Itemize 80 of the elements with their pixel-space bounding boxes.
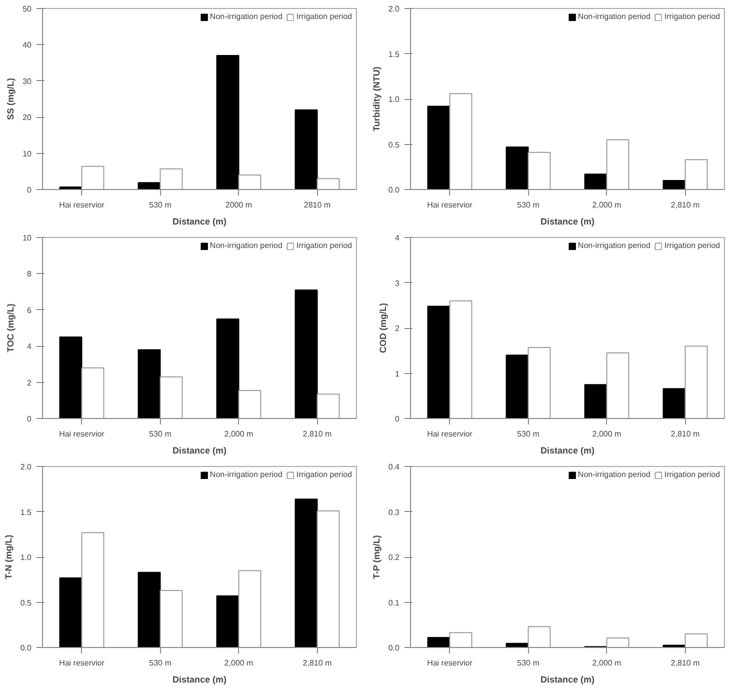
y-tick-label: 0.4 <box>388 462 400 472</box>
y-axis-title: SS (mg/L) <box>6 78 16 120</box>
x-tick-label: 530 m <box>517 658 540 668</box>
y-axis-title: T-N (mg/L) <box>3 534 14 580</box>
legend-label: Irrigation period <box>296 241 352 250</box>
y-tick-label: 0.1 <box>388 598 400 608</box>
x-tick-label: 2,000 m <box>592 658 622 668</box>
x-tick-label: Hai reservior <box>59 430 105 438</box>
legend-label: Irrigation period <box>296 12 352 21</box>
x-tick-label: 530 m <box>149 430 172 438</box>
y-tick-label: 8 <box>27 270 32 279</box>
y-tick-label: 0.0 <box>388 644 400 652</box>
legend-label: Irrigation period <box>664 12 720 21</box>
x-tick-label: 2,000 m <box>592 200 622 210</box>
y-tick-label: 4 <box>27 342 32 352</box>
x-tick-label: 2,810 m <box>670 658 700 668</box>
y-tick-label: 0.3 <box>388 508 400 517</box>
x-tick-label: Hai reservior <box>427 200 473 210</box>
y-tick-label: 1 <box>395 369 400 378</box>
y-tick-label: 1.5 <box>388 50 400 59</box>
y-axis-title: T-P (mg/L) <box>371 535 382 579</box>
x-axis-title: Distance (m) <box>172 216 227 226</box>
x-tick-label: 2000 m <box>225 200 252 210</box>
y-tick-label: 10 <box>22 234 32 242</box>
x-axis-title: Distance (m) <box>540 674 595 684</box>
legend-label: Irrigation period <box>296 470 352 479</box>
x-tick-label: 2,000 m <box>224 430 254 438</box>
y-tick-label: 0 <box>27 414 32 424</box>
x-axis-title: Distance (m) <box>540 446 595 456</box>
y-tick-label: 40 <box>22 40 32 50</box>
x-tick-label: 2,000 m <box>592 430 622 438</box>
y-tick-label: 2.0 <box>388 4 400 14</box>
y-tick-label: 0.5 <box>388 140 400 150</box>
x-tick-label: 2,810 m <box>302 658 332 668</box>
y-tick-label: 6 <box>27 306 32 315</box>
y-tick-label: 1.0 <box>388 95 400 104</box>
legend-label: Non-irrigation period <box>578 241 650 250</box>
y-tick-label: 0.2 <box>388 553 400 562</box>
x-axis-title: Distance (m) <box>172 446 227 456</box>
x-axis-title: Distance (m) <box>172 674 227 684</box>
x-tick-label: 530 m <box>149 658 172 668</box>
legend-label: Irrigation period <box>664 241 720 250</box>
y-tick-label: 10 <box>22 149 32 158</box>
x-tick-label: 2,810 m <box>670 430 700 438</box>
y-tick-label: 20 <box>22 113 32 122</box>
x-tick-label: 2,810 m <box>670 200 700 210</box>
y-tick-label: 4 <box>395 234 400 242</box>
legend-label: Non-irrigation period <box>210 12 282 21</box>
x-axis-title: Distance (m) <box>540 216 595 226</box>
y-tick-label: 0.0 <box>20 644 32 652</box>
y-axis-title: COD (mg/L) <box>378 302 388 353</box>
x-tick-label: Hai reservior <box>427 430 473 438</box>
x-tick-label: Hai reservior <box>59 658 105 668</box>
y-tick-label: 2 <box>27 378 32 388</box>
y-tick-label: 3 <box>395 278 400 288</box>
y-tick-label: 2.0 <box>20 462 32 472</box>
legend-label: Non-irrigation period <box>210 241 282 250</box>
legend-label: Non-irrigation period <box>210 470 282 479</box>
x-tick-label: 2,000 m <box>224 658 254 668</box>
x-tick-label: Hai reservior <box>59 200 105 210</box>
x-tick-label: Hai reservior <box>427 658 473 668</box>
y-tick-label: 0 <box>27 186 32 194</box>
x-tick-label: 530 m <box>149 200 172 210</box>
x-tick-label: 530 m <box>517 430 540 438</box>
y-axis-title: TOC (mg/L) <box>6 304 16 352</box>
y-tick-label: 0.5 <box>20 598 32 608</box>
y-tick-label: 50 <box>22 4 32 14</box>
x-tick-label: 2810 m <box>304 200 331 210</box>
x-tick-label: 2,810 m <box>302 430 332 438</box>
y-tick-label: 1.0 <box>20 553 32 562</box>
legend-label: Irrigation period <box>664 470 720 479</box>
x-tick-label: 530 m <box>517 200 540 210</box>
y-tick-label: 0.0 <box>388 186 400 194</box>
y-tick-label: 0 <box>395 414 400 424</box>
y-tick-label: 2 <box>395 324 400 333</box>
y-tick-label: 30 <box>22 76 32 86</box>
legend-label: Non-irrigation period <box>578 470 650 479</box>
legend-label: Non-irrigation period <box>578 12 650 21</box>
y-tick-label: 1.5 <box>20 508 32 517</box>
y-axis-title: Turbidity (NTU) <box>371 66 382 132</box>
